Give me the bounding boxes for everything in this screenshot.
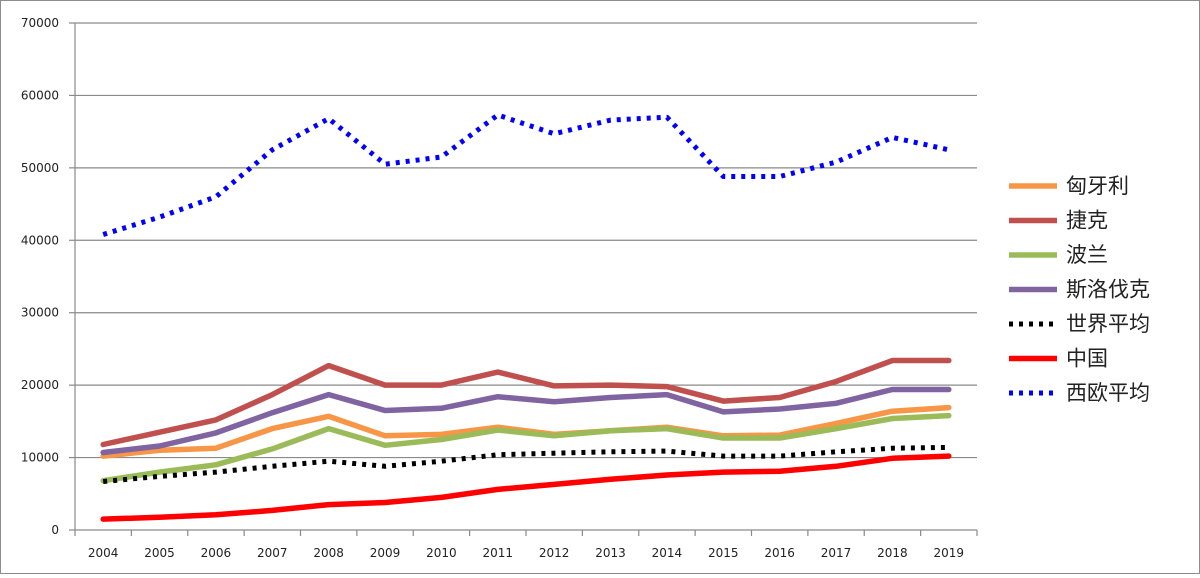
y-tick-label-50000: 50000 bbox=[21, 161, 59, 175]
x-tick-label-2018: 2018 bbox=[877, 546, 908, 560]
x-tick-label-2012: 2012 bbox=[539, 546, 570, 560]
y-tick-label-70000: 70000 bbox=[21, 16, 59, 30]
x-tick-label-2009: 2009 bbox=[370, 546, 401, 560]
series-line-3 bbox=[100, 386, 952, 456]
y-tick-label-40000: 40000 bbox=[21, 233, 59, 247]
series-lines bbox=[100, 112, 952, 522]
legend-label-1: 捷克 bbox=[1066, 209, 1108, 233]
x-tick-label-2017: 2017 bbox=[821, 546, 852, 560]
x-tick-label-2014: 2014 bbox=[652, 546, 683, 560]
x-tick-label-2019: 2019 bbox=[934, 546, 965, 560]
series-line-1 bbox=[100, 357, 952, 448]
y-tick-label-0: 0 bbox=[51, 523, 59, 537]
y-tick-label-60000: 60000 bbox=[21, 88, 59, 102]
series-line-6 bbox=[102, 112, 950, 237]
legend-label-4: 世界平均 bbox=[1066, 312, 1150, 336]
x-tick-label-2005: 2005 bbox=[144, 546, 175, 560]
legend-label-3: 斯洛伐克 bbox=[1066, 278, 1150, 302]
x-tick-label-2004: 2004 bbox=[88, 546, 119, 560]
x-axis-ticks: 2004 2005 2006 2007 2008 2009 2010 2011 2012 2013… bbox=[88, 546, 964, 560]
gridlines bbox=[75, 22, 977, 459]
y-tick-label-20000: 20000 bbox=[21, 378, 59, 392]
y-tick-label-30000: 30000 bbox=[21, 306, 59, 320]
legend-label-5: 中国 bbox=[1066, 347, 1108, 371]
x-tick-label-2007: 2007 bbox=[257, 546, 288, 560]
y-axis-ticks: 0 10000 20000 30000 40000 50000 60000 70000 bbox=[21, 16, 59, 537]
legend-label-0: 匈牙利 bbox=[1066, 174, 1129, 198]
x-tick-label-2006: 2006 bbox=[201, 546, 232, 560]
x-tick-label-2013: 2013 bbox=[595, 546, 626, 560]
x-tick-label-2011: 2011 bbox=[483, 546, 514, 560]
x-tick-label-2008: 2008 bbox=[313, 546, 344, 560]
x-tick-label-2015: 2015 bbox=[708, 546, 739, 560]
axes bbox=[69, 22, 978, 536]
x-tick-label-2016: 2016 bbox=[764, 546, 795, 560]
legend-label-6: 西欧平均 bbox=[1066, 381, 1150, 405]
y-tick-label-10000: 10000 bbox=[21, 451, 59, 465]
series-line-2 bbox=[100, 412, 952, 484]
legend-label-2: 波兰 bbox=[1066, 243, 1108, 267]
series-line-5 bbox=[100, 453, 952, 522]
series-line-4 bbox=[102, 444, 949, 484]
x-tick-label-2010: 2010 bbox=[426, 546, 457, 560]
